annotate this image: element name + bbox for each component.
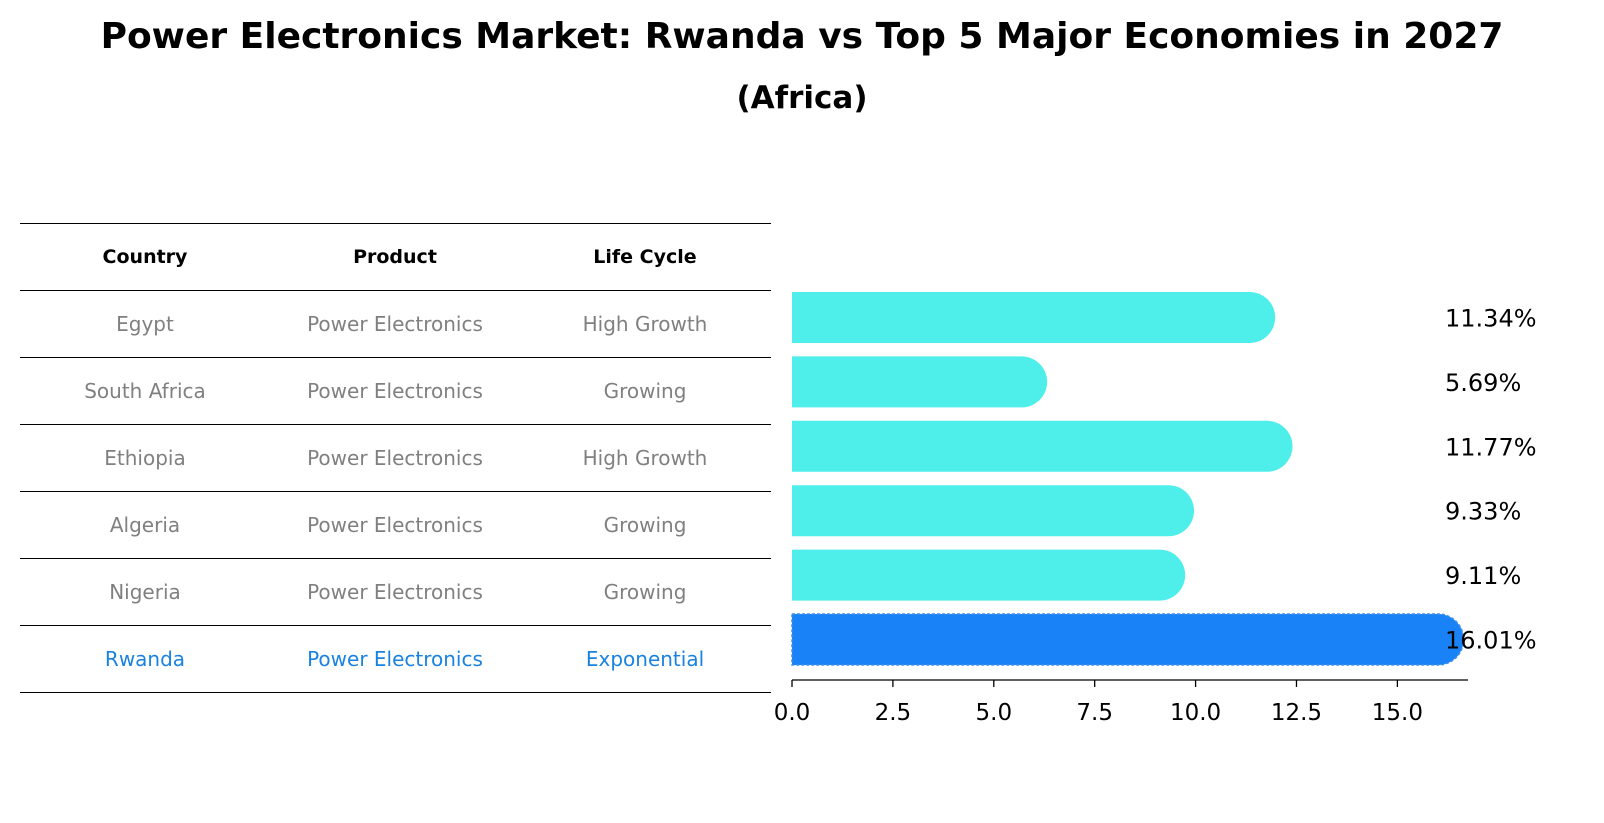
x-tick-label: 5.0 (976, 700, 1013, 726)
table-row: Egypt Power Electronics High Growth (20, 291, 771, 358)
table-row: Ethiopia Power Electronics High Growth (20, 425, 771, 492)
table-row: South Africa Power Electronics Growing (20, 358, 771, 425)
product-cell: Power Electronics (307, 379, 483, 403)
table-row: Algeria Power Electronics Growing (20, 492, 771, 559)
life-cycle-cell: Growing (603, 580, 687, 604)
bar-rwanda (791, 613, 1465, 666)
table-header-row: Country Product Life Cycle (20, 223, 771, 291)
product-cell: Power Electronics (307, 647, 483, 671)
value-label: 9.33% (1445, 498, 1521, 526)
bar-algeria (792, 485, 1195, 537)
chart-title: Power Electronics Market: Rwanda vs Top … (100, 16, 1504, 57)
product-cell: Power Electronics (307, 312, 483, 336)
header-country: Country (102, 246, 188, 268)
bar-ethiopia (792, 420, 1293, 472)
x-tick-label: 0.0 (774, 700, 811, 726)
value-label: 11.77% (1445, 433, 1537, 461)
value-label: 9.11% (1445, 562, 1521, 590)
country-cell: South Africa (84, 379, 206, 403)
bar-egypt (792, 292, 1276, 343)
country-cell: Ethiopia (104, 446, 186, 470)
life-cycle-cell: High Growth (582, 312, 708, 336)
value-label: 5.69% (1445, 369, 1521, 397)
x-tick-label: 10.0 (1170, 700, 1221, 726)
header-life-cycle: Life Cycle (593, 246, 697, 268)
table-row: Nigeria Power Electronics Growing (20, 559, 771, 626)
bar-chart: 11.34% 5.69% 11.77% 9.33% 9.11% 16.01% 0.0 2.5 5… (774, 292, 1537, 726)
country-cell: Rwanda (104, 647, 186, 671)
bar-nigeria (792, 549, 1186, 601)
life-cycle-cell: Exponential (585, 647, 705, 671)
country-cell: Egypt (116, 312, 174, 336)
chart-subtitle: (Africa) (736, 80, 868, 116)
product-cell: Power Electronics (307, 446, 483, 470)
header-product: Product (353, 246, 437, 268)
life-cycle-cell: Growing (603, 379, 687, 403)
bar-south-africa (792, 356, 1048, 408)
value-label: 16.01% (1445, 627, 1537, 655)
product-cell: Power Electronics (307, 513, 483, 537)
x-tick-label: 12.5 (1271, 700, 1322, 726)
x-tick-label: 15.0 (1372, 700, 1423, 726)
value-label: 11.34% (1445, 305, 1537, 333)
x-tick-label: 7.5 (1076, 700, 1113, 726)
life-cycle-cell: Growing (603, 513, 687, 537)
market-table: Country Product Life Cycle Egypt Power E… (20, 223, 771, 693)
product-cell: Power Electronics (307, 580, 483, 604)
x-tick-label: 2.5 (875, 700, 912, 726)
life-cycle-cell: High Growth (582, 446, 708, 470)
country-cell: Nigeria (109, 580, 181, 604)
table-row-highlight: Rwanda Power Electronics Exponential (20, 626, 771, 693)
country-cell: Algeria (109, 513, 181, 537)
